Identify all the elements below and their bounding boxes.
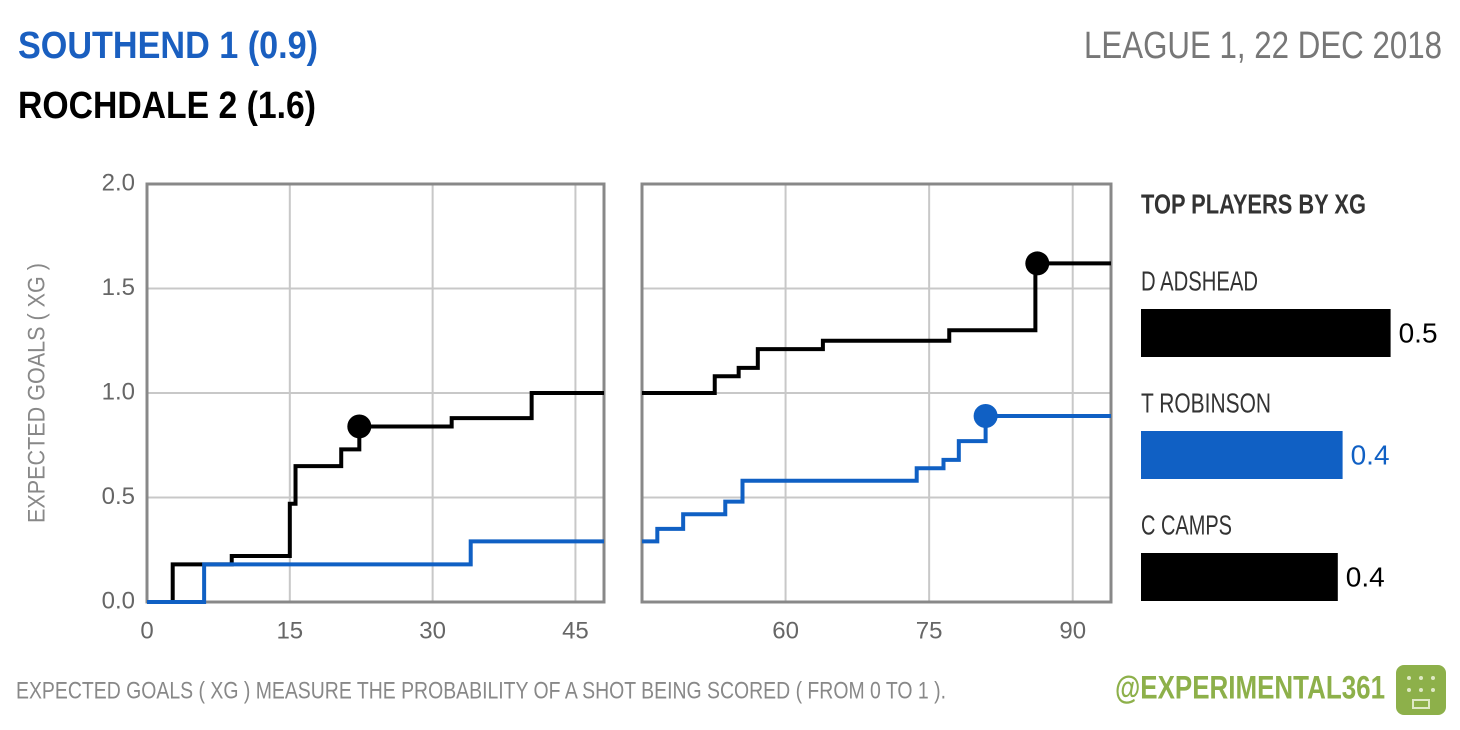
y-tick-label: 1.5 bbox=[102, 274, 135, 301]
x-tick-label: 45 bbox=[562, 617, 589, 644]
value-label: 0.4 bbox=[1351, 439, 1390, 470]
xg-line bbox=[147, 539, 604, 604]
goal-marker bbox=[347, 414, 372, 439]
away-title: ROCHDALE 2 (1.6) bbox=[18, 85, 316, 127]
y-tick-label: 2.0 bbox=[102, 169, 135, 196]
x-tick-label: 15 bbox=[276, 617, 303, 644]
footer-note: EXPECTED GOALS ( XG ) MEASURE THE PROBAB… bbox=[16, 677, 946, 704]
player-name: C CAMPS bbox=[1141, 509, 1232, 540]
logo bbox=[1396, 665, 1446, 715]
y-tick-label: 0.5 bbox=[102, 483, 135, 510]
xg-line bbox=[642, 413, 1111, 544]
competition: LEAGUE 1, 22 DEC 2018 bbox=[1084, 25, 1442, 67]
value-label: 0.4 bbox=[1346, 561, 1385, 592]
bar bbox=[1141, 431, 1343, 479]
player-name: D ADSHEAD bbox=[1141, 265, 1258, 296]
goal-marker bbox=[973, 403, 998, 428]
bars-title: TOP PLAYERS BY XG bbox=[1141, 188, 1366, 219]
y-axis-label: EXPECTED GOALS ( XG ) bbox=[23, 263, 50, 523]
bar bbox=[1141, 309, 1391, 357]
handle: @EXPERIMENTAL361 bbox=[1115, 669, 1385, 705]
home-title: SOUTHEND 1 (0.9) bbox=[18, 25, 318, 67]
value-label: 0.5 bbox=[1399, 317, 1438, 348]
x-tick-label: 30 bbox=[419, 617, 446, 644]
goal-marker bbox=[1025, 251, 1050, 276]
y-tick-label: 1.0 bbox=[102, 378, 135, 405]
x-tick-label: 90 bbox=[1059, 617, 1086, 644]
player-name: T ROBINSON bbox=[1141, 387, 1271, 418]
xg-line bbox=[642, 261, 1111, 395]
x-tick-label: 0 bbox=[140, 617, 153, 644]
bar bbox=[1141, 553, 1338, 601]
x-tick-label: 75 bbox=[916, 617, 943, 644]
y-tick-label: 0.0 bbox=[102, 587, 135, 614]
x-tick-label: 60 bbox=[772, 617, 799, 644]
